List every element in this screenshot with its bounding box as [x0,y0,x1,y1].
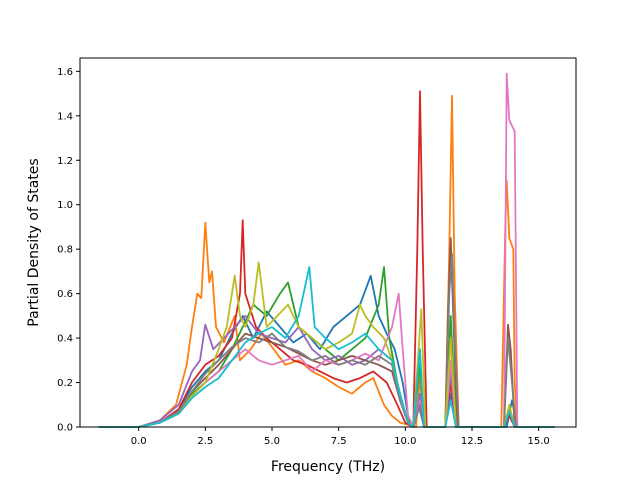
y-tick-label: 0.4 [57,334,73,345]
x-tick-label: 0.0 [131,436,147,447]
x-tick-label: 10.0 [394,436,416,447]
x-tick-label: 2.5 [197,436,213,447]
y-tick-label: 1.2 [57,156,73,167]
plot-frame [79,57,577,428]
y-tick-label: 0.2 [57,378,73,389]
x-tick-label: 15.0 [528,436,550,447]
y-tick-label: 1.0 [57,200,73,211]
y-tick-label: 0.8 [57,245,73,256]
y-axis: 0.0 0.2 0.4 0.6 0.8 1.0 1.2 1.4 1.6 [57,67,80,434]
y-tick-label: 1.4 [57,111,73,122]
series-line-10 [98,266,555,428]
series-line-8 [98,252,555,428]
x-tick-label: 5.0 [264,436,280,447]
y-tick-label: 0.0 [57,423,73,434]
plot-area [80,58,576,427]
x-tick-label: 7.5 [331,436,347,447]
x-axis-label: Frequency (THz) [271,459,385,475]
x-tick-label: 12.5 [461,436,483,447]
x-axis: 0.0 2.5 5.0 7.5 10.0 12.5 15.0 [131,427,550,447]
y-tick-label: 1.6 [57,67,73,78]
y-axis-label: Partial Density of States [26,158,42,326]
y-tick-label: 0.6 [57,289,73,300]
